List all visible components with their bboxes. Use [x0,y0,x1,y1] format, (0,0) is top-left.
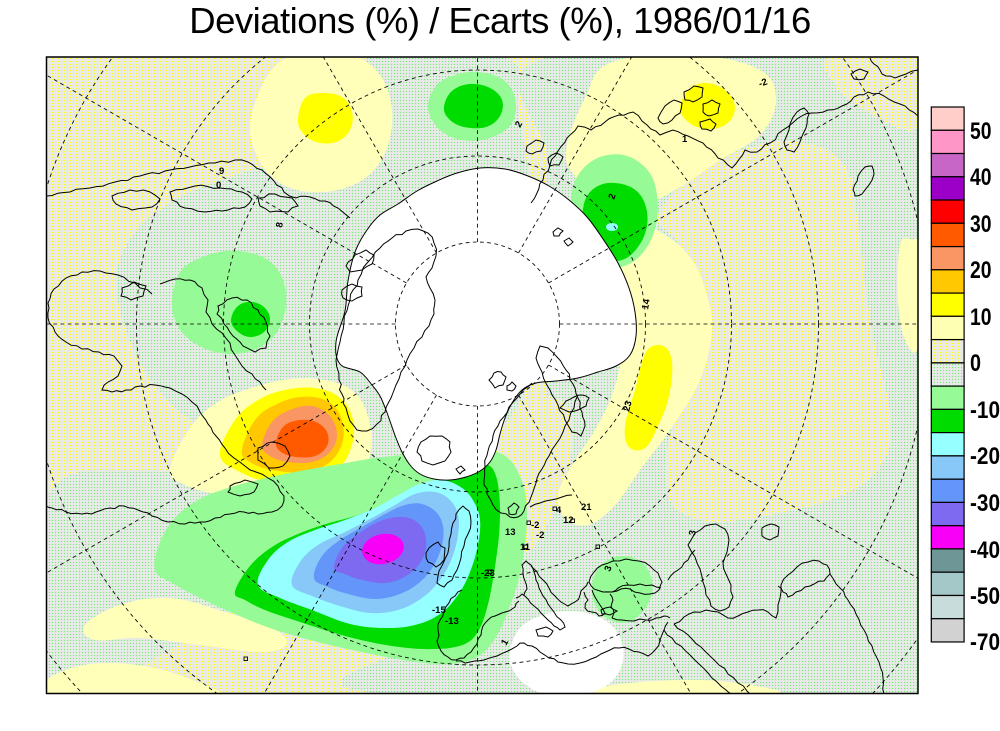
svg-text:0: 0 [216,180,221,191]
svg-text:-50: -50 [970,583,1000,610]
svg-text:0: 0 [970,350,981,377]
svg-text:40: 40 [970,164,992,191]
svg-text:-40: -40 [970,537,1000,564]
svg-text:-20: -20 [970,443,1000,470]
svg-text:Deviations (%) / Ecarts (%), 1: Deviations (%) / Ecarts (%), 1986/01/16 [189,0,811,41]
svg-text:-30: -30 [970,490,1000,517]
svg-text:12: 12 [563,515,574,526]
svg-text:-70: -70 [970,629,1000,656]
svg-text:9: 9 [219,166,224,177]
svg-text:30: 30 [970,211,992,238]
svg-text:-15: -15 [432,605,446,616]
svg-text:50: 50 [970,118,992,145]
svg-text:-10: -10 [970,397,1000,424]
svg-text:10: 10 [970,304,992,331]
svg-text:21: 21 [581,502,592,513]
svg-text:-2: -2 [536,530,544,541]
svg-text:11: 11 [520,542,531,553]
svg-text:-13: -13 [445,616,459,627]
svg-text:20: 20 [970,257,992,284]
svg-text:13: 13 [505,527,516,538]
svg-text:1: 1 [682,134,688,145]
